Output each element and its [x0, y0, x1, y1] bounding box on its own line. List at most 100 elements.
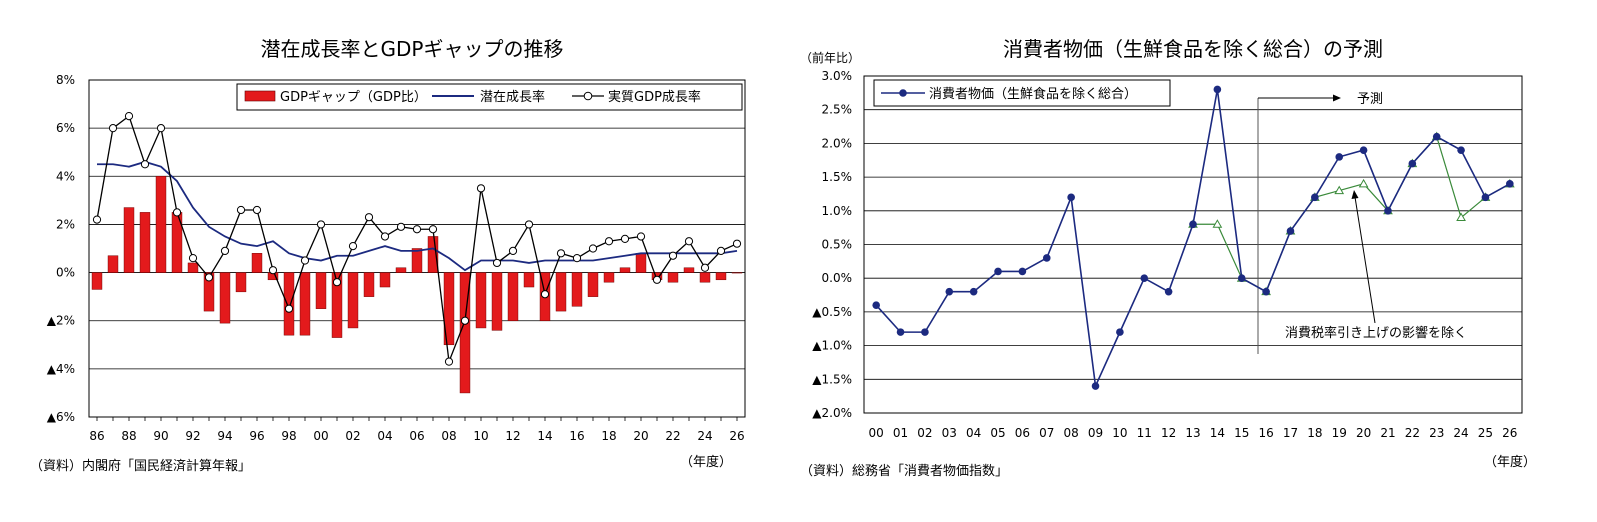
- gdp-gap-bar: [379, 272, 391, 288]
- gdp-gap-bar: [731, 272, 743, 274]
- cpi-point: [1286, 227, 1295, 235]
- gdp-gap-bar: [283, 272, 295, 336]
- real-gdp-growth-point: [220, 246, 230, 256]
- real-gdp-growth-point: [668, 251, 678, 260]
- cpi-ex-tax-point: [1334, 185, 1345, 195]
- cpi-point: [872, 301, 880, 309]
- cpi-point: [1432, 132, 1441, 141]
- legend-label-cpi: 消費者物価（生鮮食品を除く総合）: [929, 86, 1137, 102]
- right-x-tick-label: 11: [1137, 426, 1152, 440]
- right-y-tick-label: ▲1.0%: [812, 339, 852, 353]
- cpi-point: [994, 267, 1002, 276]
- legend-label-real-gdp: 実質GDP成長率: [608, 89, 701, 105]
- right-x-tick-label: 19: [1332, 426, 1347, 440]
- right-chart: 消費者物価（生鮮食品を除く総合）の予測 （前年比） 3.0% 2.5% 2.0% 1.…: [800, 37, 1536, 479]
- real-gdp-growth-point: [316, 220, 326, 229]
- left-lines: [92, 112, 742, 366]
- left-y-tick-label: 8%: [56, 73, 75, 87]
- cpi-ex-tax-point: [1212, 219, 1223, 228]
- right-x-tick-label: 16: [1258, 426, 1273, 440]
- real-gdp-growth-point: [460, 316, 470, 325]
- right-x-tick-label: 10: [1112, 426, 1127, 440]
- left-x-tick-label: 26: [729, 429, 744, 443]
- right-x-tick-label: 05: [990, 426, 1005, 440]
- real-gdp-growth-point: [204, 273, 214, 282]
- left-x-tick-label: 16: [569, 429, 584, 443]
- gdp-gap-bar: [603, 272, 615, 283]
- gdp-gap-bar: [523, 272, 535, 288]
- cpi-point: [1042, 254, 1051, 262]
- left-x-tick-label: 04: [377, 429, 392, 443]
- cpi-point: [921, 328, 929, 336]
- cpi-point: [1091, 382, 1100, 390]
- gdp-gap-bar: [139, 212, 151, 273]
- real-gdp-growth-point: [300, 256, 310, 265]
- left-y-tick-label: 0%: [56, 266, 75, 280]
- real-gdp-growth-point: [588, 244, 598, 253]
- tax-note-label: 消費税率引き上げの影響を除く: [1285, 325, 1467, 341]
- gdp-gap-bar: [299, 272, 311, 336]
- left-source: （資料）内閣府「国民経済計算年報」: [30, 458, 251, 474]
- right-x-tick-label: 22: [1405, 426, 1420, 440]
- cpi-point: [1189, 220, 1197, 229]
- left-chart-title: 潜在成長率とGDPギャップの推移: [261, 37, 564, 61]
- real-gdp-growth-point: [572, 254, 582, 263]
- legend-marker-real-gdp: [583, 91, 593, 101]
- real-gdp-growth-point: [364, 213, 374, 222]
- cpi-point: [1506, 180, 1514, 188]
- real-gdp-growth-point: [380, 232, 390, 241]
- right-x-tick-label: 26: [1502, 426, 1517, 440]
- left-x-tick-label: 94: [217, 429, 232, 443]
- legend-swatch-gdp-gap: [244, 90, 276, 102]
- left-x-tick-label: 96: [249, 429, 264, 443]
- right-x-tick-label: 24: [1453, 426, 1468, 440]
- cpi-point: [945, 287, 954, 296]
- real-gdp-growth-point: [524, 220, 534, 229]
- forecast-arrowhead: [1333, 94, 1341, 102]
- right-x-unit: （年度）: [1484, 454, 1536, 470]
- gdp-gap-bar: [155, 176, 167, 273]
- gdp-gap-bar: [395, 267, 407, 273]
- left-chart: 潜在成長率とGDPギャップの推移 8%6%4%2%0%▲2%▲4%▲6% 86 8…: [30, 37, 746, 474]
- cpi-point: [1213, 85, 1222, 94]
- left-x-tick-label: 88: [121, 429, 136, 443]
- gdp-gap-bar: [619, 267, 631, 273]
- right-y-axis: 3.0% 2.5% 2.0% 1.5% 1.0% 0.5% 0.0% ▲0.5% ▲1.0% ▲1…: [812, 69, 852, 420]
- cpi-point: [1018, 267, 1027, 276]
- cpi-point: [1262, 287, 1270, 296]
- left-x-tick-label: 86: [89, 429, 104, 443]
- right-x-tick-label: 08: [1064, 426, 1079, 440]
- right-x-axis: 00 01 02 03 04 05 06 07 08 09 10 11 12 13 14 15 16 17 18 19…: [869, 426, 1518, 440]
- real-gdp-growth-point: [236, 205, 246, 215]
- left-y-tick-label: 4%: [56, 169, 75, 183]
- left-x-tick-label: 02: [345, 429, 360, 443]
- cpi-point: [1116, 328, 1124, 336]
- right-x-tick-label: 14: [1210, 426, 1225, 440]
- gdp-gap-bar: [571, 272, 583, 307]
- left-x-tick-label: 22: [665, 429, 680, 443]
- right-x-tick-label: 09: [1088, 426, 1103, 440]
- real-gdp-growth-point: [508, 246, 518, 256]
- right-x-tick-label: 17: [1283, 426, 1298, 440]
- left-x-tick-label: 00: [313, 429, 328, 443]
- gdp-gap-bar: [187, 262, 199, 273]
- real-gdp-growth-point: [172, 208, 182, 217]
- gdp-gap-bar: [411, 248, 423, 273]
- right-plot-frame: [863, 75, 1523, 414]
- right-x-tick-label: 23: [1429, 426, 1444, 440]
- real-gdp-growth-point: [428, 225, 438, 234]
- tax-note-arrowhead: [1351, 190, 1359, 199]
- right-chart-title: 消費者物価（生鮮食品を除く総合）の予測: [1003, 37, 1383, 61]
- right-x-tick-label: 02: [917, 426, 932, 440]
- left-bars: [91, 176, 743, 394]
- cpi-point: [1384, 207, 1392, 215]
- real-gdp-growth-point: [492, 258, 502, 268]
- right-x-tick-label: 03: [942, 426, 957, 440]
- real-gdp-growth-point: [124, 112, 134, 121]
- gdp-gap-bar: [123, 207, 135, 273]
- cpi-point: [1140, 274, 1149, 283]
- cpi-point: [1311, 193, 1319, 202]
- gdp-gap-bar: [107, 255, 119, 273]
- real-gdp-growth-point: [556, 249, 566, 258]
